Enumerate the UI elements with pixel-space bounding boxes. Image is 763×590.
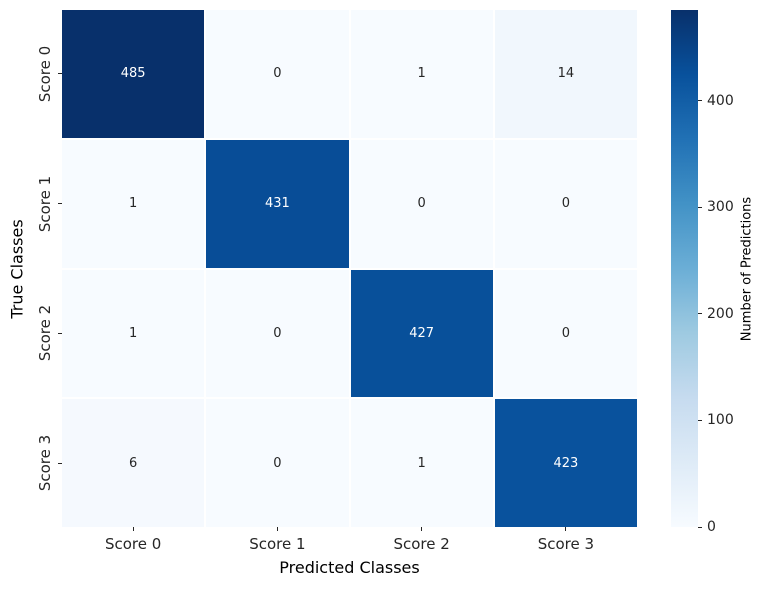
colorbar-tick-mark xyxy=(698,206,702,208)
x-tick-label: Score 2 xyxy=(393,535,450,553)
heatmap-cell: 0 xyxy=(206,10,349,138)
cell-value: 423 xyxy=(553,455,579,471)
colorbar-tick-mark xyxy=(698,526,702,528)
cell-value: 1 xyxy=(128,196,138,212)
cell-value: 0 xyxy=(561,196,571,212)
x-tick-mark xyxy=(132,527,134,531)
colorbar-tick-mark xyxy=(698,313,702,315)
cell-value: 0 xyxy=(273,455,282,471)
y-tick-label: Score 1 xyxy=(36,175,54,232)
cell-value: 6 xyxy=(128,455,138,471)
cell-value: 0 xyxy=(561,325,571,341)
y-axis-label: True Classes xyxy=(7,218,27,319)
heatmap-cell: 1 xyxy=(62,139,205,268)
cell-value: 0 xyxy=(273,325,282,341)
cell-value: 1 xyxy=(417,66,426,82)
y-tick-mark xyxy=(58,332,62,334)
heatmap-cell: 0 xyxy=(494,269,637,398)
heatmap-cell: 1 xyxy=(350,399,493,527)
heatmap-cell: 485 xyxy=(62,10,205,138)
y-tick-mark xyxy=(58,462,62,464)
heatmap-cell: 427 xyxy=(350,269,493,398)
heatmap-cell: 6 xyxy=(62,399,205,527)
x-axis-label: Predicted Classes xyxy=(279,558,420,577)
heatmap-cell: 14 xyxy=(494,10,637,138)
cell-value: 0 xyxy=(273,66,282,82)
heatmap-cell: 431 xyxy=(206,139,349,268)
heatmap-cell: 0 xyxy=(206,269,349,398)
colorbar-tick-label: 100 xyxy=(707,412,734,429)
colorbar xyxy=(671,10,698,527)
x-tick-mark xyxy=(276,527,278,531)
x-tick-mark xyxy=(565,527,567,531)
colorbar-tick-mark xyxy=(698,100,702,102)
cell-value: 1 xyxy=(417,455,426,471)
heatmap-cell: 1 xyxy=(350,10,493,138)
cell-value: 485 xyxy=(120,66,146,82)
x-tick-mark xyxy=(421,527,423,531)
y-tick-mark xyxy=(58,73,62,75)
heatmap-cell: 423 xyxy=(494,399,637,527)
y-tick-label: Score 3 xyxy=(36,434,54,492)
colorbar-tick-mark xyxy=(698,419,702,421)
heatmap-cell: 1 xyxy=(62,269,205,398)
heatmap-cell: 0 xyxy=(494,139,637,268)
heatmap-plot-area: 485 0 1 14 1 431 0 0 1 0 427 0 6 0 1 423 xyxy=(62,10,637,527)
y-tick-label: Score 2 xyxy=(36,305,54,362)
colorbar-tick-label: 300 xyxy=(707,199,734,216)
cell-value: 427 xyxy=(409,325,435,341)
colorbar-label: Number of Predictions xyxy=(739,196,755,341)
cell-value: 0 xyxy=(417,196,426,212)
x-tick-label: Score 3 xyxy=(537,535,595,553)
cell-value: 14 xyxy=(557,66,575,82)
y-tick-mark xyxy=(58,203,62,205)
colorbar-tick-label: 200 xyxy=(707,305,734,322)
cell-value: 1 xyxy=(128,325,138,341)
x-tick-label: Score 1 xyxy=(249,535,306,553)
cell-value: 431 xyxy=(264,196,290,212)
heatmap-cell: 0 xyxy=(206,399,349,527)
heatmap-cell: 0 xyxy=(350,139,493,268)
colorbar-tick-label: 0 xyxy=(707,519,716,535)
y-tick-label: Score 0 xyxy=(36,45,54,103)
x-tick-label: Score 0 xyxy=(104,535,162,553)
colorbar-tick-label: 400 xyxy=(707,92,734,109)
